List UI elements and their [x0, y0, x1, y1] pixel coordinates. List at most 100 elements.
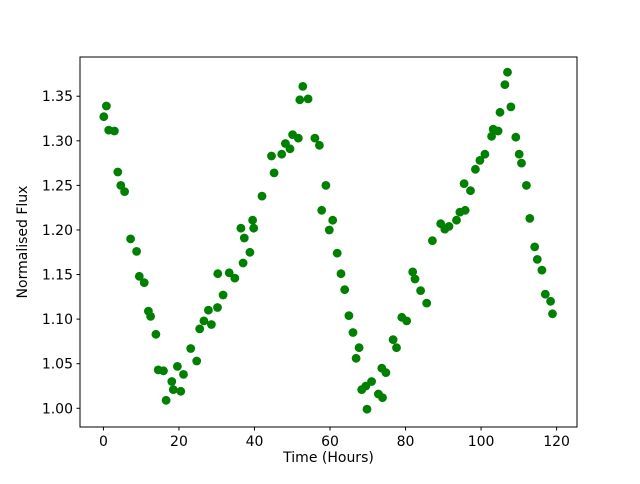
data-point	[218, 290, 228, 300]
data-point	[134, 271, 144, 281]
data-point	[213, 303, 222, 312]
data-point	[503, 67, 512, 77]
data-point	[267, 151, 276, 161]
data-point	[487, 131, 496, 141]
data-point	[257, 191, 267, 201]
data-point	[410, 274, 420, 284]
data-point	[511, 132, 521, 142]
data-point	[422, 298, 432, 308]
data-point	[548, 309, 557, 319]
data-point	[321, 181, 331, 190]
data-point	[151, 329, 161, 339]
data-point	[328, 215, 338, 225]
data-point	[362, 404, 372, 414]
data-point	[546, 296, 555, 306]
data-point	[354, 343, 364, 353]
plot-area	[79, 56, 578, 428]
data-point	[466, 186, 475, 196]
x-axis-ticks: 0 20 40 60 80 100 120	[99, 427, 570, 450]
data-point	[348, 328, 358, 337]
data-point	[120, 187, 129, 197]
data-point	[416, 286, 425, 295]
data-point	[102, 101, 111, 111]
data-point	[173, 362, 182, 371]
data-point	[530, 242, 540, 252]
data-point	[408, 267, 418, 277]
data-point	[298, 82, 308, 91]
data-point	[324, 225, 334, 235]
data-point	[317, 205, 327, 215]
data-point	[340, 285, 350, 295]
x-tick-label: 0	[99, 434, 108, 450]
data-point	[236, 223, 246, 233]
data-point	[192, 356, 202, 366]
data-point	[248, 215, 257, 225]
x-tick-label: 20	[170, 434, 188, 450]
data-point	[493, 126, 503, 136]
data-point	[110, 126, 119, 136]
data-point	[506, 102, 516, 112]
data-point	[378, 393, 387, 402]
data-point	[303, 94, 313, 104]
y-tick-label: 1.15	[42, 268, 73, 284]
x-tick-label: 120	[543, 434, 570, 450]
data-point	[332, 248, 342, 258]
data-point	[452, 215, 461, 225]
data-point	[126, 234, 135, 244]
data-point	[344, 311, 354, 320]
data-point	[269, 168, 279, 178]
data-point	[517, 158, 526, 168]
data-point	[245, 247, 255, 257]
data-point	[444, 222, 454, 231]
data-point	[285, 144, 295, 154]
y-tick-label: 1.10	[42, 312, 73, 328]
data-point	[459, 179, 469, 189]
data-point	[249, 223, 259, 233]
data-point	[293, 133, 303, 143]
data-point	[168, 385, 178, 394]
data-point	[132, 247, 142, 256]
y-tick-label: 1.25	[42, 178, 73, 194]
data-point	[522, 181, 531, 190]
data-point	[402, 316, 412, 326]
y-tick-label: 1.20	[42, 223, 73, 239]
x-axis-label: Time (Hours)	[282, 450, 374, 466]
data-point	[113, 167, 123, 177]
data-point	[500, 80, 510, 89]
data-point	[495, 107, 505, 117]
data-point	[537, 265, 547, 275]
data-point	[381, 368, 391, 377]
x-tick-label: 40	[246, 434, 264, 450]
data-point	[139, 278, 149, 287]
data-point	[514, 149, 524, 159]
data-point	[295, 95, 305, 105]
data-point	[224, 268, 234, 278]
data-point	[540, 289, 550, 299]
data-point	[525, 214, 535, 223]
data-point	[388, 335, 398, 344]
x-tick-label: 80	[397, 434, 415, 450]
y-tick-label: 1.00	[42, 401, 73, 417]
x-tick-label: 60	[321, 434, 339, 450]
data-point	[239, 233, 249, 243]
y-tick-label: 1.30	[42, 134, 73, 150]
data-point	[428, 236, 437, 246]
data-point	[161, 395, 171, 405]
data-point	[204, 305, 213, 315]
data-point	[230, 273, 240, 283]
data-point	[179, 370, 188, 379]
data-point	[475, 156, 485, 165]
data-point	[310, 133, 320, 143]
data-point	[336, 269, 346, 279]
data-point	[99, 112, 109, 122]
data-point	[199, 316, 209, 326]
data-point	[238, 258, 248, 268]
data-point	[315, 140, 324, 150]
data-point	[207, 320, 216, 329]
data-point	[213, 269, 223, 279]
data-point	[186, 344, 196, 353]
x-tick-label: 100	[468, 434, 495, 450]
data-points	[99, 67, 557, 414]
